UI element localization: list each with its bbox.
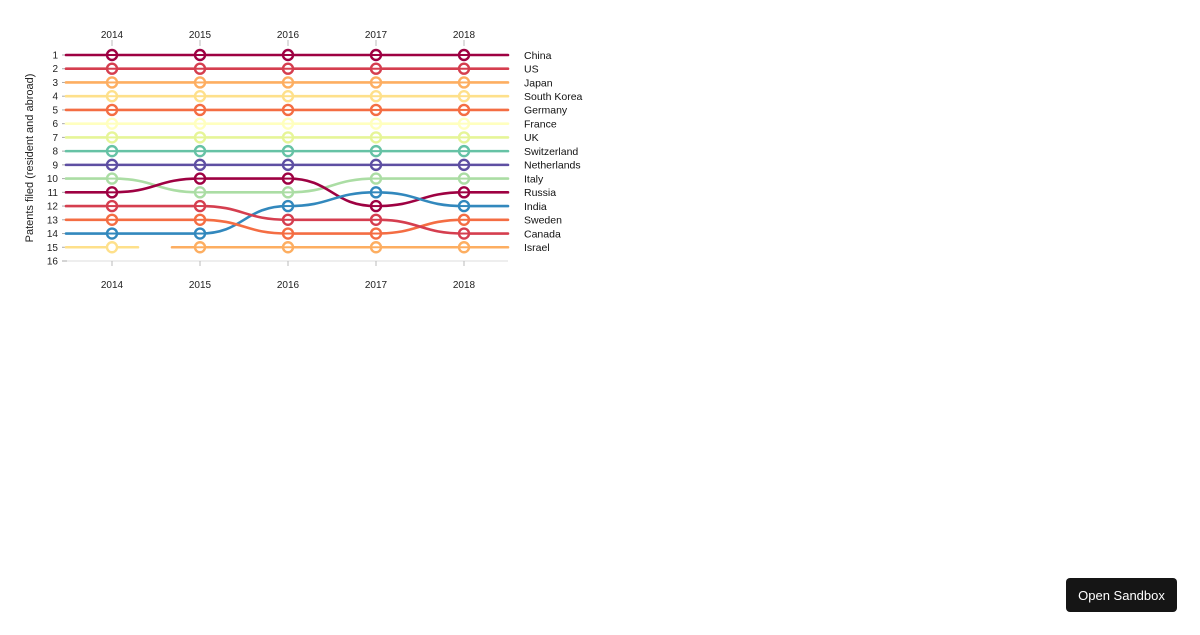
- y-tick-label: 15: [47, 243, 59, 254]
- series-label: Italy: [524, 173, 544, 185]
- y-tick-label: 1: [52, 51, 58, 62]
- series-label: China: [524, 50, 552, 62]
- series-line: [64, 191, 510, 235]
- y-tick-label: 14: [47, 229, 59, 240]
- series-point: [105, 241, 119, 254]
- series-label: Netherlands: [524, 160, 581, 172]
- y-tick-label: 7: [52, 133, 58, 144]
- open-sandbox-button[interactable]: Open Sandbox: [1066, 578, 1177, 612]
- y-tick-label: 3: [52, 78, 58, 89]
- series-label: Russia: [524, 187, 556, 199]
- series-label: Germany: [524, 105, 568, 117]
- y-tick-label: 8: [52, 147, 58, 158]
- series-label: India: [524, 201, 547, 213]
- y-tick-label: 16: [47, 256, 59, 267]
- y-tick-label: 2: [52, 64, 58, 75]
- y-axis-title: Patents filed (resident and abroad): [24, 74, 36, 243]
- x-tick-label-bottom: 2015: [189, 280, 212, 291]
- x-tick-label-bottom: 2018: [453, 280, 476, 291]
- series-label: Switzerland: [524, 146, 578, 158]
- x-tick-label-bottom: 2014: [101, 280, 124, 291]
- x-tick-label-top: 2016: [277, 30, 300, 41]
- x-axis-bottom: 2014 2015 2016 2017 2018: [66, 260, 508, 291]
- y-tick-label: 10: [47, 174, 59, 185]
- series-label: US: [524, 64, 539, 76]
- y-tick-label: 6: [52, 119, 58, 130]
- x-tick-label-top: 2015: [189, 30, 212, 41]
- y-tick-label: 5: [52, 105, 58, 116]
- x-tick-label-bottom: 2016: [277, 280, 300, 291]
- y-tick-label: 9: [52, 160, 58, 171]
- series-label: Japan: [524, 77, 553, 89]
- y-tick-label: 12: [47, 202, 59, 213]
- x-tick-label-bottom: 2017: [365, 280, 388, 291]
- series-label: Canada: [524, 228, 561, 240]
- series-label: Israel: [524, 242, 550, 254]
- x-tick-label-top: 2017: [365, 30, 388, 41]
- series-label: France: [524, 118, 557, 130]
- series-label: South Korea: [524, 91, 583, 103]
- series-label: UK: [524, 132, 539, 144]
- x-tick-label-top: 2018: [453, 30, 476, 41]
- y-tick-label: 13: [47, 215, 59, 226]
- series-label: Sweden: [524, 215, 562, 227]
- series-points: [105, 48, 471, 254]
- x-axis-top: 2014 2015 2016 2017 2018: [101, 30, 476, 46]
- y-tick-label: 11: [48, 188, 59, 199]
- y-tick-label: 4: [52, 92, 58, 103]
- x-tick-label-top: 2014: [101, 30, 124, 41]
